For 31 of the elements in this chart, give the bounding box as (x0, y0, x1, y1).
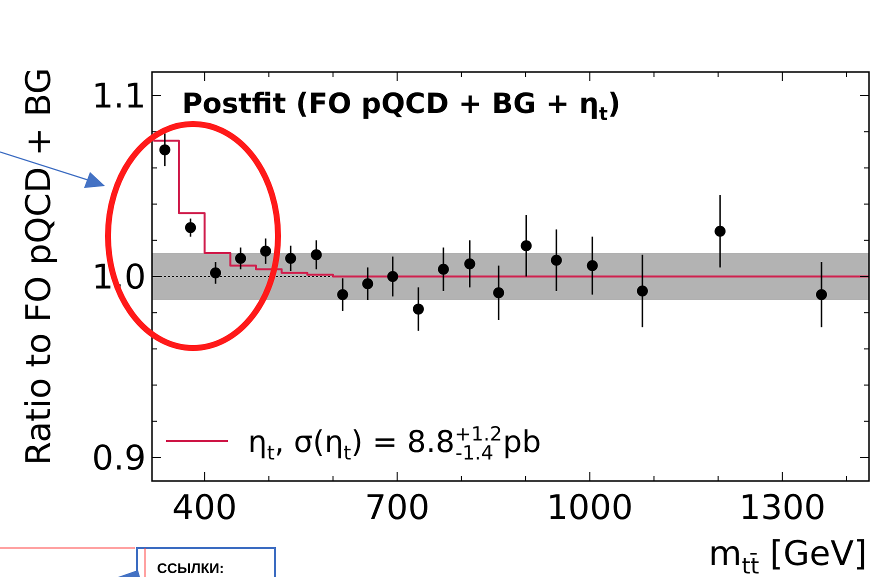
x-tick-label: 1300 (739, 488, 826, 528)
point (550, 254, 562, 266)
point (210, 267, 222, 278)
x-tick-label: 400 (172, 488, 238, 528)
point (412, 304, 424, 315)
point (387, 271, 398, 282)
point (586, 260, 598, 272)
text: Postfit (FO pQCD + BG + η$_{t}$) (182, 87, 620, 125)
point (285, 252, 296, 264)
point (260, 246, 272, 257)
legend-label: η$_{t}$, σ(η$_{t}$) = 8.8$^{+1.2}$$_{-1.4}$ pb (248, 422, 542, 464)
point (714, 226, 726, 237)
y-tick-label: 0.9 (92, 438, 146, 478)
y-tick-label: 1.1 (92, 76, 146, 117)
point (464, 258, 476, 270)
point (185, 222, 196, 234)
point (493, 287, 504, 298)
point (438, 264, 449, 275)
y-axis-title: Ratio to FO pQCD + BG (19, 68, 59, 466)
point (816, 289, 827, 300)
text: ССЫЛКИ: (157, 560, 224, 576)
point (636, 285, 648, 296)
point (362, 278, 374, 290)
x-tick-label: 700 (364, 488, 430, 528)
point (310, 249, 322, 260)
point (159, 144, 170, 156)
point (235, 252, 246, 264)
point (337, 289, 348, 300)
x-axis-title: m$_{tt̄}$ [GeV] (708, 534, 867, 577)
x-tick-label: 1000 (546, 488, 634, 528)
point (520, 240, 532, 252)
